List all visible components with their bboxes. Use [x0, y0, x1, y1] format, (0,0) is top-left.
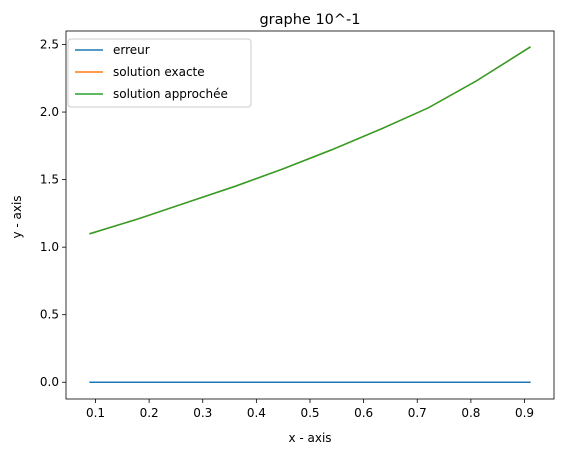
- x-axis-ticks: 0.1 0.2 0.3 0.4 0.5 0.6 0.7 0.8 0.9: [86, 399, 534, 420]
- y-axis-label: y - axis: [10, 195, 24, 238]
- y-tick-label: 1.5: [40, 173, 59, 187]
- chart-title: graphe 10^-1: [259, 12, 360, 28]
- x-tick-label: 0.3: [193, 406, 212, 420]
- x-tick-label: 0.5: [300, 406, 319, 420]
- x-tick-label: 0.9: [515, 406, 534, 420]
- y-tick-label: 2.5: [40, 38, 59, 52]
- y-tick-label: 2.0: [40, 105, 59, 119]
- x-tick-label: 0.1: [86, 406, 105, 420]
- x-axis-label: x - axis: [288, 431, 331, 445]
- x-tick-label: 0.2: [140, 406, 159, 420]
- y-tick-label: 0.0: [40, 375, 59, 389]
- y-tick-label: 1.0: [40, 240, 59, 254]
- legend: erreur solution exacte solution approchée: [67, 38, 252, 108]
- legend-label: solution exacte: [113, 65, 205, 79]
- y-tick-label: 0.5: [40, 308, 59, 322]
- x-tick-label: 0.6: [354, 406, 373, 420]
- x-tick-label: 0.4: [247, 406, 266, 420]
- legend-box: [67, 38, 252, 108]
- series-lines: [89, 46, 531, 383]
- legend-label: solution approchée: [113, 87, 228, 101]
- y-axis-ticks: 0.0 0.5 1.0 1.5 2.0 2.5: [40, 38, 66, 389]
- series-line-2: [89, 46, 531, 235]
- legend-label: erreur: [113, 43, 150, 57]
- x-tick-label: 0.8: [461, 406, 480, 420]
- x-tick-label: 0.7: [408, 406, 427, 420]
